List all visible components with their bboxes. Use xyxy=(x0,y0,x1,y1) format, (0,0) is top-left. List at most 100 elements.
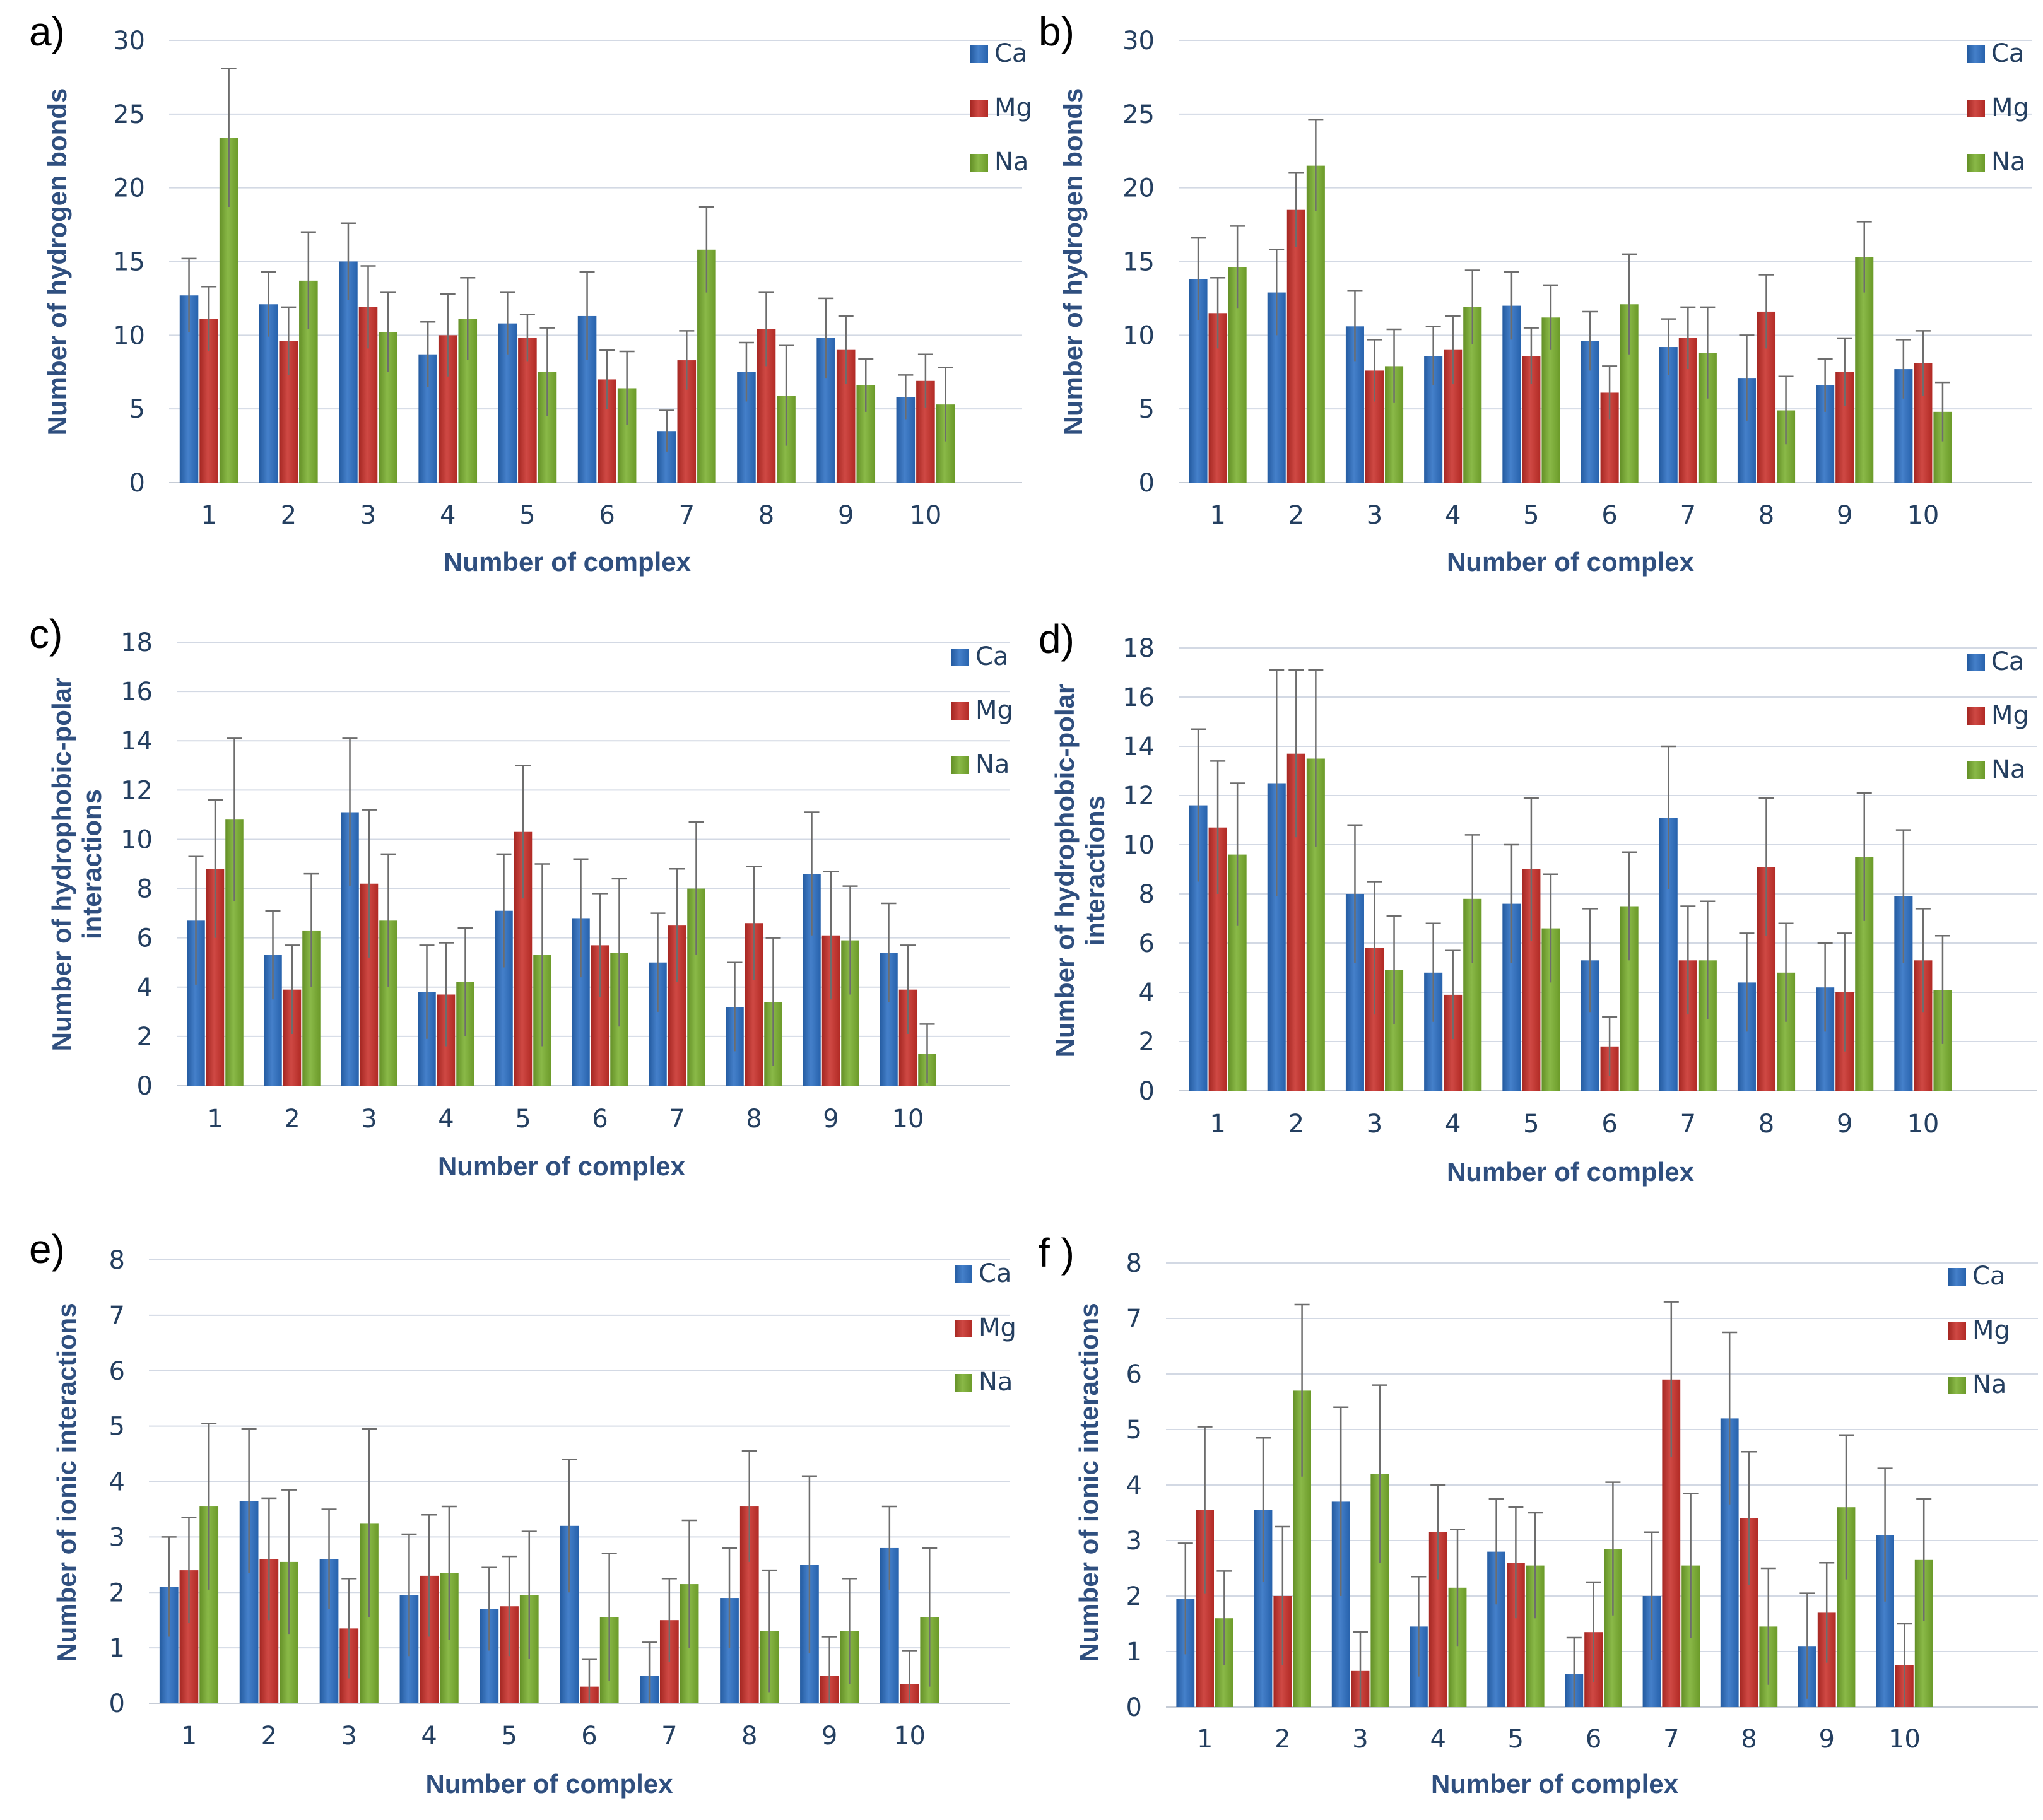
panel-label: c) xyxy=(29,611,62,657)
legend-swatch-mg xyxy=(1967,707,1985,725)
legend-label: Ca xyxy=(1991,647,2024,676)
y-tick-label: 16 xyxy=(1122,683,1155,712)
y-tick-label: 14 xyxy=(121,727,153,756)
x-axis-title: Number of complex xyxy=(425,1769,673,1799)
y-tick-label: 30 xyxy=(1122,26,1155,56)
x-tick-label: 9 xyxy=(838,501,854,530)
x-axis-title: Number of complex xyxy=(1447,547,1695,577)
chart-b-svg: b) 0 5 10 15 20 25 30 1 2 3 4 5 6 7 8 9 10 Ca Mg Na Number of… xyxy=(1039,9,2032,577)
y-tick-label: 12 xyxy=(121,776,153,805)
chart-panel-c: c) 0 2 4 6 8 10 12 14 16 18 1 2 3 4 5 6 7 8 9 10 Ca Mg Na Number… xyxy=(0,602,1016,1205)
legend-swatch-mg xyxy=(951,702,969,720)
legend-label: Ca xyxy=(975,642,1008,671)
y-tick-label: 5 xyxy=(109,1412,125,1441)
y-tick-label: 3 xyxy=(1126,1527,1142,1556)
y-tick-label: 10 xyxy=(121,825,153,854)
legend-swatch-mg xyxy=(955,1320,972,1337)
y-tick-label: 6 xyxy=(137,924,153,953)
y-axis-title: Number of hydrophobic-polarinteractions xyxy=(47,678,107,1052)
y-tick-label: 25 xyxy=(1122,100,1155,129)
y-tick-label: 2 xyxy=(137,1023,153,1052)
y-tick-label: 10 xyxy=(1122,321,1155,350)
panel-label: f ) xyxy=(1039,1230,1074,1276)
x-tick-label: 6 xyxy=(581,1722,597,1751)
x-tick-label: 8 xyxy=(1758,1110,1774,1139)
x-tick-label: 7 xyxy=(661,1722,677,1751)
y-tick-label: 0 xyxy=(1139,469,1155,498)
y-tick-label: 4 xyxy=(109,1468,125,1497)
legend-swatch-mg xyxy=(970,100,988,117)
x-tick-label: 9 xyxy=(1837,501,1852,530)
x-tick-label: 7 xyxy=(1680,501,1696,530)
x-tick-label: 9 xyxy=(1818,1725,1834,1754)
legend-label: Mg xyxy=(994,93,1032,122)
legend-swatch-ca xyxy=(1948,1268,1966,1286)
x-tick-label: 8 xyxy=(758,501,774,530)
x-tick-label: 8 xyxy=(746,1105,762,1134)
legend-label: Mg xyxy=(1972,1316,2010,1345)
panel-label: e) xyxy=(29,1226,65,1272)
legend-swatch-ca xyxy=(955,1265,972,1283)
x-axis-title: Number of complex xyxy=(438,1151,686,1181)
legend-label: Mg xyxy=(975,696,1013,725)
x-tick-label: 5 xyxy=(515,1105,531,1134)
legend-swatch-na xyxy=(955,1374,972,1392)
x-tick-label: 4 xyxy=(1445,1110,1461,1139)
chart-e-svg: e) 0 1 2 3 4 5 6 7 8 1 2 3 4 5 6 7 8 9 10 Ca Mg Na Number of co… xyxy=(29,1226,1016,1799)
x-tick-label: 3 xyxy=(360,501,376,530)
legend-label: Na xyxy=(975,750,1010,779)
y-tick-label: 0 xyxy=(1139,1077,1155,1106)
y-tick-label: 5 xyxy=(1139,395,1155,424)
y-tick-label: 2 xyxy=(109,1578,125,1607)
x-tick-label: 5 xyxy=(1508,1725,1524,1754)
bar-mg-2 xyxy=(1286,209,1305,483)
legend-swatch-mg xyxy=(1967,100,1985,117)
y-tick-label: 18 xyxy=(121,628,153,657)
y-tick-label: 0 xyxy=(1126,1693,1142,1722)
y-tick-label: 3 xyxy=(109,1523,125,1552)
x-tick-label: 10 xyxy=(1907,501,1939,530)
y-tick-label: 0 xyxy=(137,1072,153,1101)
x-tick-label: 2 xyxy=(1275,1725,1290,1754)
legend-label: Mg xyxy=(1991,93,2029,122)
chart-panel-e: e) 0 1 2 3 4 5 6 7 8 1 2 3 4 5 6 7 8 9 10 Ca Mg Na Number of co… xyxy=(0,1218,1016,1820)
x-tick-label: 5 xyxy=(519,501,535,530)
legend-swatch-ca xyxy=(1967,45,1985,63)
x-tick-label: 3 xyxy=(1352,1725,1368,1754)
y-tick-label: 4 xyxy=(1126,1471,1142,1500)
y-tick-label: 8 xyxy=(109,1246,125,1275)
x-tick-label: 7 xyxy=(669,1105,685,1134)
legend-swatch-mg xyxy=(1948,1322,1966,1340)
x-tick-label: 1 xyxy=(181,1722,197,1751)
legend-label: Na xyxy=(1972,1370,2006,1399)
x-tick-label: 8 xyxy=(741,1722,757,1751)
legend-label: Mg xyxy=(979,1313,1016,1342)
legend-label: Na xyxy=(979,1368,1013,1397)
legend-label: Na xyxy=(994,148,1028,177)
legend-label: Ca xyxy=(994,39,1027,68)
y-axis-title: Number of hydrophobic-polarinteractions xyxy=(1050,684,1110,1058)
y-tick-label: 4 xyxy=(137,973,153,1002)
chart-panel-f: f ) 0 1 2 3 4 5 6 7 8 1 2 3 4 5 6 7 8 9 10 Ca Mg Na Number of c… xyxy=(1016,1218,2043,1820)
legend-label: Na xyxy=(1991,755,2025,784)
y-tick-label: 15 xyxy=(1122,248,1155,277)
y-axis-title: Number of ionic interactions xyxy=(1074,1303,1104,1662)
bar-na-2 xyxy=(1306,165,1325,483)
legend-label: Ca xyxy=(1991,39,2024,68)
x-tick-label: 10 xyxy=(1907,1110,1939,1139)
chart-panel-a: a) 0 5 10 15 20 25 30 1 2 3 4 5 6 7 8 9 10 Ca Mg Na Number of… xyxy=(0,0,1032,593)
x-tick-label: 2 xyxy=(1288,501,1304,530)
y-axis-title: Number of ionic interactions xyxy=(52,1303,81,1662)
x-tick-label: 3 xyxy=(361,1105,377,1134)
y-tick-label: 1 xyxy=(1126,1638,1142,1667)
y-axis-title: Number of hydrogen bonds xyxy=(42,88,72,436)
x-tick-label: 7 xyxy=(679,501,695,530)
x-tick-label: 6 xyxy=(1601,501,1617,530)
y-tick-label: 20 xyxy=(1122,174,1155,203)
y-tick-label: 18 xyxy=(1122,634,1155,663)
y-tick-label: 0 xyxy=(109,1689,125,1718)
x-tick-label: 2 xyxy=(261,1722,277,1751)
x-tick-label: 3 xyxy=(1367,501,1382,530)
x-tick-label: 6 xyxy=(592,1105,608,1134)
